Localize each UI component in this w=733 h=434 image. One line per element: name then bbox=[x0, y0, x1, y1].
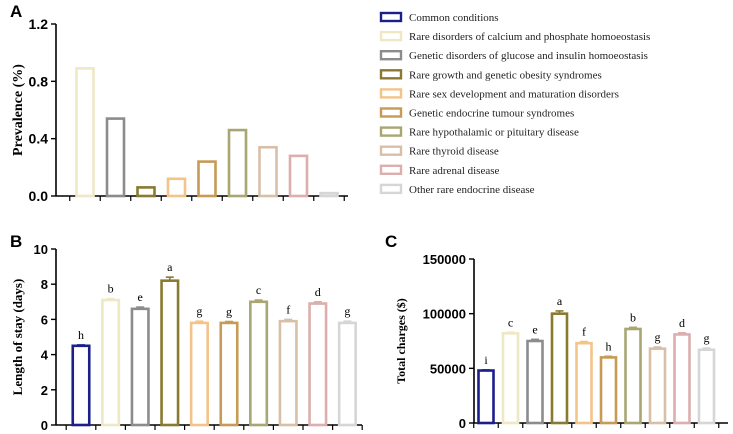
bar-b-0 bbox=[71, 344, 91, 427]
legend-label-3: Rare growth and genetic obesity syndrome… bbox=[409, 69, 602, 81]
bar-c-0 bbox=[477, 369, 495, 425]
bar-a-0 bbox=[75, 67, 95, 198]
significance-label-b-3: a bbox=[167, 260, 173, 274]
y-axis-label-c: Total charges ($) bbox=[394, 298, 408, 384]
y-tick-label-b-1: 2 bbox=[41, 383, 48, 398]
legend-swatch-0 bbox=[379, 11, 403, 23]
significance-label-c-8: d bbox=[679, 316, 685, 330]
bar-a-7 bbox=[288, 154, 309, 198]
bar-c-7 bbox=[648, 347, 667, 425]
bar-a-4 bbox=[197, 160, 217, 198]
significance-label-c-7: g bbox=[655, 330, 661, 344]
bar-a-1 bbox=[105, 117, 126, 198]
y-tick-label-c-1: 50000 bbox=[430, 361, 466, 376]
bar-a-8 bbox=[319, 191, 339, 198]
legend-label-1: Rare disorders of calcium and phosphate … bbox=[409, 31, 650, 43]
y-tick-label-b-2: 4 bbox=[41, 348, 49, 363]
legend-swatch-5 bbox=[379, 107, 403, 118]
legend-label-6: Rare hypothalamic or pituitary disease bbox=[409, 127, 579, 139]
legend-swatch-1 bbox=[379, 30, 403, 42]
significance-label-b-5: g bbox=[226, 305, 232, 319]
y-tick-label-b-4: 8 bbox=[41, 277, 48, 292]
bar-a-6 bbox=[258, 145, 278, 198]
significance-label-c-4: f bbox=[582, 325, 586, 339]
bar-a-3 bbox=[166, 177, 187, 198]
panel-letter-c: C bbox=[385, 232, 397, 251]
y-axis-label-b: Length of stay (days) bbox=[10, 279, 25, 396]
bar-c-8 bbox=[673, 333, 691, 425]
legend-swatch-4 bbox=[379, 88, 403, 99]
bar-c-2 bbox=[526, 339, 544, 425]
significance-label-c-0: i bbox=[484, 353, 488, 367]
bar-b-3 bbox=[160, 279, 180, 427]
bar-c-9 bbox=[697, 348, 716, 425]
significance-label-c-5: h bbox=[606, 339, 612, 353]
significance-label-c-2: e bbox=[532, 322, 537, 336]
legend-swatch-3 bbox=[379, 69, 403, 80]
y-tick-label-a-1: 0.4 bbox=[29, 131, 49, 147]
legend-label-9: Other rare endocrine disease bbox=[409, 184, 535, 196]
bar-b-5 bbox=[219, 321, 239, 427]
y-tick-label-c-0: 0 bbox=[459, 416, 466, 431]
y-tick-label-a-3: 1.2 bbox=[29, 16, 49, 32]
panel-letter-b: B bbox=[10, 232, 22, 251]
y-tick-label-a-2: 0.8 bbox=[29, 73, 49, 89]
bar-b-8 bbox=[308, 302, 328, 427]
significance-label-c-6: b bbox=[630, 310, 636, 324]
significance-label-c-1: c bbox=[508, 315, 513, 329]
legend-label-4: Rare sex development and maturation diso… bbox=[409, 88, 619, 100]
significance-label-c-3: a bbox=[557, 294, 563, 308]
significance-label-b-1: b bbox=[108, 282, 114, 296]
bar-c-3 bbox=[550, 312, 569, 425]
legend-swatch-9 bbox=[379, 183, 403, 195]
y-tick-label-a-0: 0.0 bbox=[29, 188, 49, 204]
bar-c-4 bbox=[575, 341, 593, 425]
bar-c-5 bbox=[599, 356, 618, 425]
bar-b-2 bbox=[130, 307, 150, 427]
legend-label-7: Rare thyroid disease bbox=[409, 146, 499, 158]
significance-label-b-2: e bbox=[138, 290, 143, 304]
significance-label-b-8: d bbox=[315, 285, 321, 299]
legend-label-2: Genetic disorders of glucose and insulin… bbox=[409, 50, 648, 62]
bar-b-9 bbox=[337, 321, 357, 427]
bar-b-4 bbox=[189, 321, 209, 427]
y-tick-label-b-3: 6 bbox=[41, 312, 48, 327]
y-axis-label-a: Prevalence (%) bbox=[11, 64, 26, 156]
legend-swatch-6 bbox=[379, 126, 403, 137]
legend-label-8: Rare adrenal disease bbox=[409, 165, 500, 177]
significance-label-b-0: h bbox=[78, 328, 84, 342]
significance-label-c-9: g bbox=[704, 331, 710, 345]
significance-label-b-7: f bbox=[286, 302, 290, 316]
y-tick-label-b-5: 10 bbox=[34, 242, 48, 257]
significance-label-b-4: g bbox=[196, 304, 202, 318]
y-tick-label-c-2: 100000 bbox=[423, 307, 466, 322]
bar-c-1 bbox=[501, 332, 520, 425]
legend-swatch-2 bbox=[379, 50, 403, 61]
legend-swatch-8 bbox=[379, 164, 403, 176]
y-tick-label-b-0: 0 bbox=[41, 418, 48, 433]
significance-label-b-6: c bbox=[256, 283, 261, 297]
significance-label-b-9: g bbox=[344, 304, 350, 318]
bar-b-1 bbox=[101, 298, 121, 427]
bar-a-5 bbox=[227, 128, 248, 198]
bar-c-6 bbox=[624, 327, 642, 425]
bar-b-6 bbox=[249, 300, 269, 427]
legend-swatch-7 bbox=[379, 145, 403, 156]
legend-label-0: Common conditions bbox=[409, 12, 499, 24]
legend-label-5: Genetic endocrine tumour syndromes bbox=[409, 108, 574, 120]
panel-letter-a: A bbox=[10, 2, 22, 21]
bar-a-2 bbox=[136, 186, 156, 198]
bar-b-7 bbox=[278, 319, 298, 427]
y-tick-label-c-3: 150000 bbox=[423, 252, 466, 267]
